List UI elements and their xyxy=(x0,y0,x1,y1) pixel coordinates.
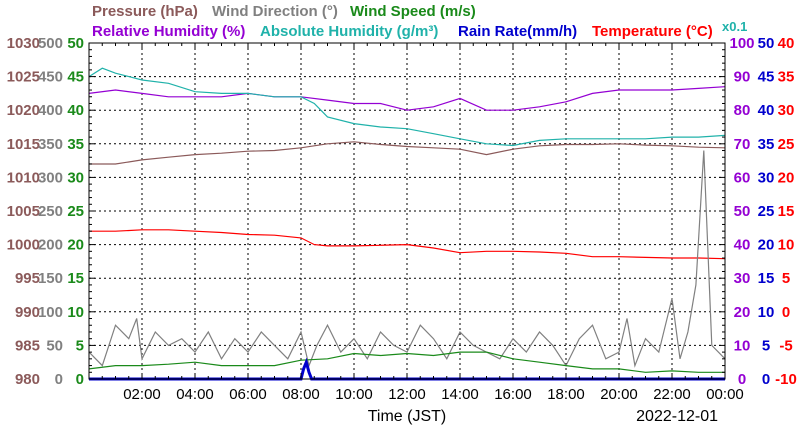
rain-tick-label: 15 xyxy=(758,270,775,287)
temp-tick-label: 25 xyxy=(778,136,795,153)
temp-tick-label: 35 xyxy=(778,69,795,86)
pressure-tick-label: 980 xyxy=(15,371,40,388)
wind_dir-tick-label: 0 xyxy=(55,371,63,388)
legend-relative-humidity: Relative Humidity (%) xyxy=(92,23,245,40)
wind_speed-tick-label: 25 xyxy=(67,203,84,220)
wind_dir-tick-label: 300 xyxy=(38,169,63,186)
x-tick-label: 06:00 xyxy=(229,386,267,403)
x-tick-label: 02:00 xyxy=(123,386,161,403)
pressure-tick-label: 990 xyxy=(15,304,40,321)
x-tick-label: 00:00 xyxy=(706,386,744,403)
wind_speed-tick-label: 10 xyxy=(67,304,84,321)
pressure-tick-label: 1025 xyxy=(7,69,40,86)
rh-tick-label: 70 xyxy=(734,136,751,153)
x-tick-label: 20:00 xyxy=(600,386,638,403)
wind_dir-tick-label: 200 xyxy=(38,237,63,254)
wind_dir-tick-label: 500 xyxy=(38,35,63,52)
rain-tick-label: 5 xyxy=(762,337,770,354)
x-tick-label: 10:00 xyxy=(335,386,373,403)
legend-temperature: Temperature (°C) xyxy=(592,23,713,40)
temp-tick-label: 5 xyxy=(782,270,790,287)
gridlines xyxy=(89,43,725,379)
rain-tick-label: 30 xyxy=(758,169,775,186)
temp-tick-label: 40 xyxy=(778,35,795,52)
temp-tick-label: 10 xyxy=(778,237,795,254)
series-line xyxy=(88,86,726,111)
wind_speed-tick-label: 15 xyxy=(67,270,84,287)
rh-tick-label: 100 xyxy=(729,35,754,52)
pressure-tick-label: 995 xyxy=(15,270,40,287)
pressure-tick-label: 1000 xyxy=(7,237,40,254)
rain-tick-label: 0 xyxy=(762,371,770,388)
x-axis-ticks: 02:00 04:00 06:00 08:00 10:00 12:00 14:00 16:00… xyxy=(88,43,744,403)
rh-tick-label: 20 xyxy=(734,304,751,321)
wind_dir-tick-label: 150 xyxy=(38,270,63,287)
x-axis-label: Time (JST) xyxy=(368,408,447,425)
rh-tick-label: 0 xyxy=(738,371,746,388)
legend-pressure: Pressure (hPa) xyxy=(92,3,198,20)
legend-wind-speed: Wind Speed (m/s) xyxy=(350,3,476,20)
series-line xyxy=(88,150,726,368)
wind_dir-tick-label: 350 xyxy=(38,136,63,153)
temp-tick-label: 30 xyxy=(778,102,795,119)
rain-tick-label: 45 xyxy=(758,69,775,86)
pressure-tick-label: 1010 xyxy=(7,169,40,186)
series-line xyxy=(89,141,726,165)
rain-tick-label: 20 xyxy=(758,237,775,254)
series-line xyxy=(89,229,726,260)
temp-tick-label: 15 xyxy=(778,203,795,220)
x-tick-label: 04:00 xyxy=(176,386,214,403)
rh-tick-label: 80 xyxy=(734,102,751,119)
legend-rain-rate: Rain Rate(mm/h) xyxy=(458,23,577,40)
rh-tick-label: 90 xyxy=(734,69,751,86)
temp-tick-label: -5 xyxy=(779,337,792,354)
wind_dir-tick-label: 400 xyxy=(38,102,63,119)
wind_speed-tick-label: 0 xyxy=(76,371,84,388)
pressure-tick-label: 985 xyxy=(15,337,40,354)
y-axis-ticks: 1030102510201015101010051000995990985980… xyxy=(7,35,797,388)
wind_dir-tick-label: 50 xyxy=(46,337,63,354)
rain-tick-label: 25 xyxy=(758,203,775,220)
rh-tick-label: 30 xyxy=(734,270,751,287)
date-label: 2022-12-01 xyxy=(636,408,718,425)
rain-tick-label: 10 xyxy=(758,304,775,321)
temp-tick-label: 20 xyxy=(778,169,795,186)
series-line xyxy=(88,351,725,373)
wind_dir-tick-label: 250 xyxy=(38,203,63,220)
x-tick-label: 12:00 xyxy=(388,386,426,403)
wind_speed-tick-label: 45 xyxy=(67,69,84,86)
wind_speed-tick-label: 30 xyxy=(67,169,84,186)
pressure-tick-label: 1015 xyxy=(7,136,40,153)
wind_speed-tick-label: 20 xyxy=(67,237,84,254)
x-tick-label: 18:00 xyxy=(547,386,585,403)
x01-label: x0.1 xyxy=(722,19,747,34)
rain-tick-label: 35 xyxy=(758,136,775,153)
rain-tick-label: 40 xyxy=(758,102,775,119)
rh-tick-label: 50 xyxy=(734,203,751,220)
wind_speed-tick-label: 35 xyxy=(67,136,84,153)
wind_dir-tick-label: 100 xyxy=(38,304,63,321)
legend-absolute-humidity: Absolute Humidity (g/m³) xyxy=(260,23,438,40)
wind_dir-tick-label: 450 xyxy=(38,69,63,86)
rh-tick-label: 40 xyxy=(734,237,751,254)
wind_speed-tick-label: 5 xyxy=(76,337,84,354)
x-tick-label: 08:00 xyxy=(282,386,320,403)
legend-wind-direction: Wind Direction (°) xyxy=(212,3,338,20)
rh-tick-label: 60 xyxy=(734,169,751,186)
x-tick-label: 14:00 xyxy=(441,386,479,403)
series-line xyxy=(88,67,726,147)
temp-tick-label: 0 xyxy=(782,304,790,321)
rain-tick-label: 50 xyxy=(758,35,775,52)
wind_speed-tick-label: 50 xyxy=(67,35,84,52)
pressure-tick-label: 1020 xyxy=(7,102,40,119)
wind_speed-tick-label: 40 xyxy=(67,102,84,119)
temp-tick-label: -10 xyxy=(775,371,797,388)
legend: Pressure (hPa) Wind Direction (°) Wind S… xyxy=(92,3,747,40)
rh-tick-label: 10 xyxy=(734,337,751,354)
pressure-tick-label: 1005 xyxy=(7,203,40,220)
x-tick-label: 16:00 xyxy=(494,386,532,403)
x-tick-label: 22:00 xyxy=(653,386,691,403)
pressure-tick-label: 1030 xyxy=(7,35,40,52)
